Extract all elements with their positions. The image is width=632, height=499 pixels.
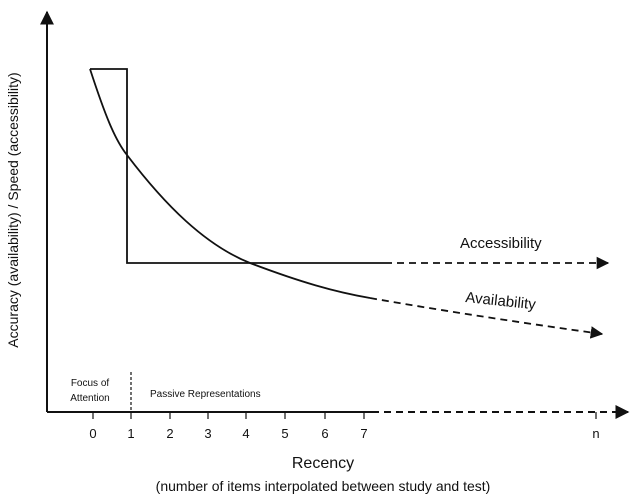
- region-label: Attention: [70, 393, 109, 404]
- availability-curve: [89, 68, 371, 299]
- x-tick-label: 0: [89, 426, 96, 441]
- availability-label: Availability: [465, 289, 537, 313]
- x-axis-sublabel: (number of items interpolated between st…: [156, 478, 491, 494]
- x-tick-label: 3: [204, 426, 211, 441]
- x-axis-label: Recency: [292, 455, 354, 472]
- x-tick-label: 5: [281, 426, 288, 441]
- x-ticks: 0 1 2 3 4 5 6 7 n: [89, 412, 600, 441]
- x-tick-label: n: [592, 426, 599, 441]
- region-label: Passive Representations: [150, 389, 261, 400]
- accessibility-label: Accessibility: [460, 235, 542, 252]
- x-tick-label: 7: [360, 426, 367, 441]
- x-tick-label: 6: [321, 426, 328, 441]
- region-label: Focus of: [71, 378, 110, 389]
- y-axis-label: Accuracy (availability) / Speed (accessi…: [5, 72, 21, 347]
- availability-dashed: [369, 297, 604, 339]
- x-tick-label: 2: [166, 426, 173, 441]
- x-tick-label: 1: [127, 426, 134, 441]
- accessibility-line: [90, 68, 385, 264]
- x-tick-label: 4: [242, 426, 249, 441]
